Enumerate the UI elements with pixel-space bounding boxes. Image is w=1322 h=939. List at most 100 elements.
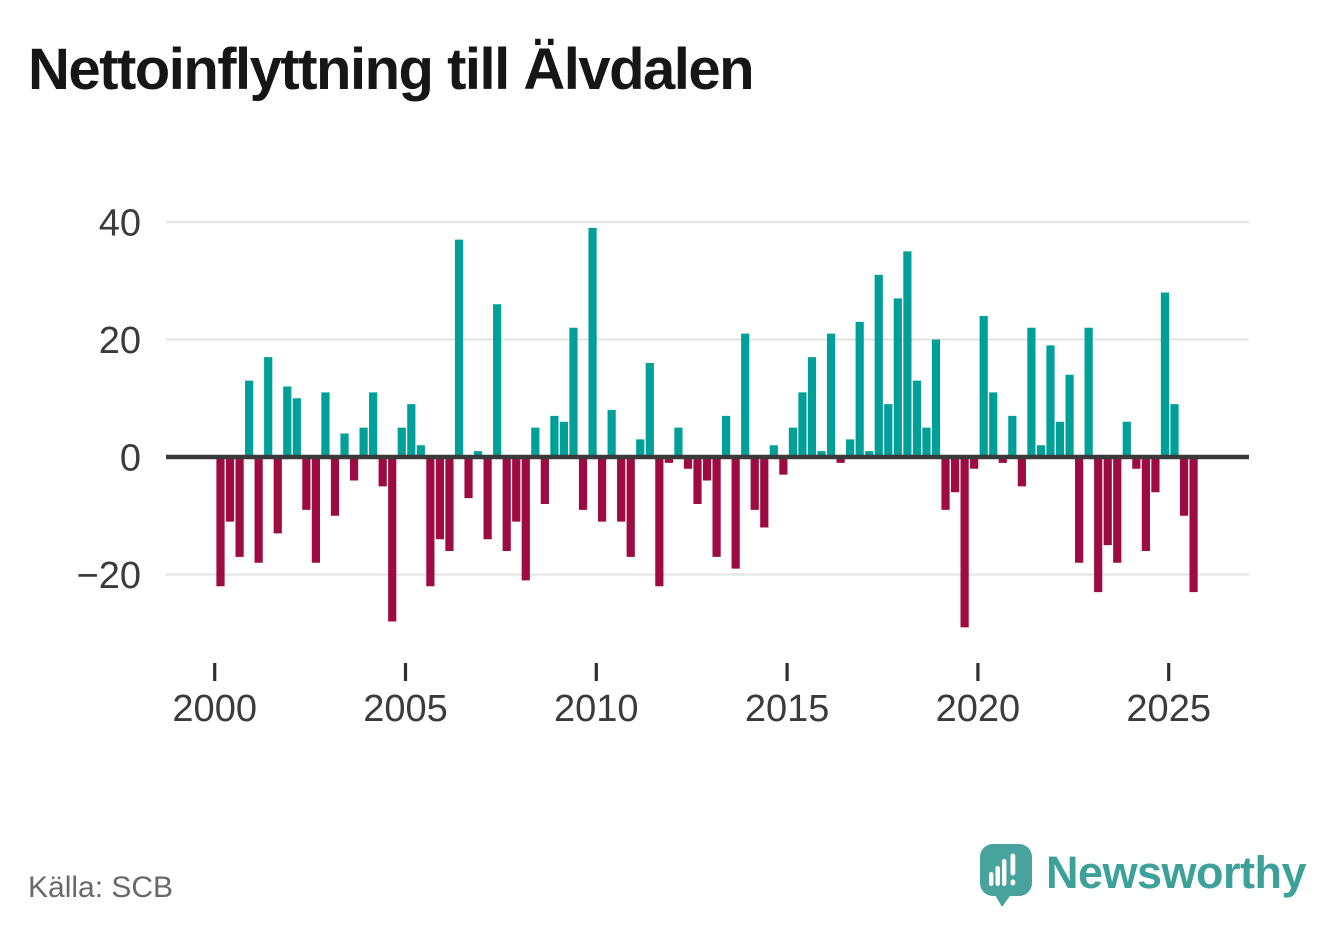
bar-2024-q2	[1141, 457, 1150, 551]
bar-2021-q3	[1036, 445, 1046, 457]
bar-2015-q3	[807, 357, 817, 457]
y-axis-label-40: 40	[99, 202, 141, 244]
logo-bar-3	[1002, 859, 1007, 886]
bar-2017-q3	[884, 404, 893, 457]
x-axis-label-2025: 2025	[1126, 688, 1211, 730]
source-label: Källa: SCB	[28, 871, 174, 904]
x-axis-label-2000: 2000	[172, 688, 257, 730]
bar-2006-q3	[464, 457, 473, 499]
bar-2023-q4	[1122, 421, 1131, 457]
bar-2016-q2	[836, 457, 845, 463]
bar-2014-q1	[750, 457, 759, 510]
bar-2012-q2	[683, 457, 693, 469]
bar-2018-q2	[912, 380, 922, 457]
bar-2015-q2	[798, 392, 807, 457]
logo-bar-2	[995, 866, 1000, 886]
bar-2000-q1	[216, 457, 225, 587]
y-axis-label-0: 0	[120, 437, 141, 479]
x-axis-label-2015: 2015	[745, 688, 830, 730]
bar-2013-q3	[731, 457, 740, 569]
bar-2018-q1	[903, 251, 912, 457]
bar-2003-q1	[330, 457, 340, 516]
bar-2013-q1	[712, 457, 721, 557]
bar-2012-q3	[693, 457, 702, 504]
logo-exclamation-dot	[1010, 879, 1016, 886]
bar-2008-q3	[540, 457, 549, 504]
bar-2001-q3	[273, 457, 282, 534]
bar-2020-q3	[998, 457, 1007, 463]
bar-2014-q2	[760, 457, 769, 528]
bar-2009-q3	[578, 457, 588, 510]
bar-2008-q2	[531, 427, 540, 457]
bar-2014-q3	[769, 445, 778, 457]
bar-2018-q3	[922, 427, 931, 457]
bar-2000-q4	[245, 380, 254, 457]
x-axis-label-2010: 2010	[554, 688, 639, 730]
bar-2002-q1	[292, 398, 301, 457]
bar-2022-q4	[1084, 327, 1093, 457]
bar-2009-q2	[569, 327, 578, 457]
bar-2002-q2	[302, 457, 311, 510]
x-axis-label-2020: 2020	[936, 688, 1021, 730]
logo-bubble-tail	[994, 893, 1012, 907]
bar-2003-q4	[359, 427, 368, 457]
bar-2004-q1	[369, 392, 378, 457]
bar-2009-q1	[559, 421, 569, 457]
bar-2007-q3	[502, 457, 511, 551]
bar-2017-q4	[893, 298, 902, 457]
bar-2023-q3	[1113, 457, 1122, 563]
bar-2019-q2	[950, 457, 960, 493]
logo-bubble-icon	[980, 844, 1032, 907]
bar-2019-q1	[941, 457, 950, 510]
bar-2001-q1	[254, 457, 263, 563]
bar-2013-q2	[722, 415, 731, 457]
bar-2012-q4	[702, 457, 712, 481]
bar-2021-q1	[1017, 457, 1026, 487]
bar-2019-q4	[970, 457, 979, 469]
bar-2025-q1	[1170, 404, 1179, 457]
bar-2015-q4	[817, 451, 826, 457]
bar-2002-q3	[311, 457, 320, 563]
bar-2005-q3	[426, 457, 435, 587]
bar-2005-q2	[416, 445, 425, 457]
bar-2006-q1	[445, 457, 454, 551]
logo-wordmark: Newsworthy	[1046, 847, 1307, 898]
bar-2025-q2	[1179, 457, 1189, 516]
bar-2024-q1	[1132, 457, 1141, 469]
x-axis-label-2005: 2005	[363, 688, 448, 730]
bar-2001-q2	[264, 357, 273, 457]
bar-2012-q1	[674, 427, 683, 457]
bar-2011-q4	[664, 457, 673, 463]
bar-2003-q3	[349, 457, 359, 481]
bar-2016-q4	[855, 321, 864, 457]
bar-2019-q3	[960, 457, 969, 628]
bar-2000-q3	[235, 457, 244, 557]
bar-2004-q2	[378, 457, 387, 487]
bar-2011-q3	[655, 457, 664, 587]
bar-2010-q1	[598, 457, 607, 522]
bar-2003-q2	[340, 433, 349, 457]
bar-2008-q4	[550, 415, 559, 457]
bar-2025-q3	[1189, 457, 1198, 593]
bar-2009-q4	[588, 227, 597, 457]
bar-2001-q4	[283, 386, 292, 457]
bar-2022-q2	[1065, 374, 1074, 457]
bar-2005-q4	[435, 457, 445, 540]
bar-2022-q3	[1075, 457, 1084, 563]
bar-2020-q4	[1008, 415, 1017, 457]
bar-2004-q4	[397, 427, 406, 457]
bar-2008-q1	[521, 457, 530, 581]
bar-2006-q4	[473, 451, 483, 457]
bar-2010-q3	[617, 457, 626, 522]
bar-2013-q4	[741, 333, 750, 457]
bar-2011-q1	[636, 439, 645, 457]
y-axis-label--20: −20	[77, 555, 141, 597]
bar-2011-q2	[645, 363, 654, 457]
bar-2016-q3	[846, 439, 855, 457]
bar-2007-q2	[493, 304, 502, 457]
bar-2014-q4	[779, 457, 788, 475]
logo-exclamation-stem	[1010, 853, 1016, 876]
bar-2021-q4	[1046, 345, 1055, 457]
bar-2018-q4	[931, 339, 941, 457]
